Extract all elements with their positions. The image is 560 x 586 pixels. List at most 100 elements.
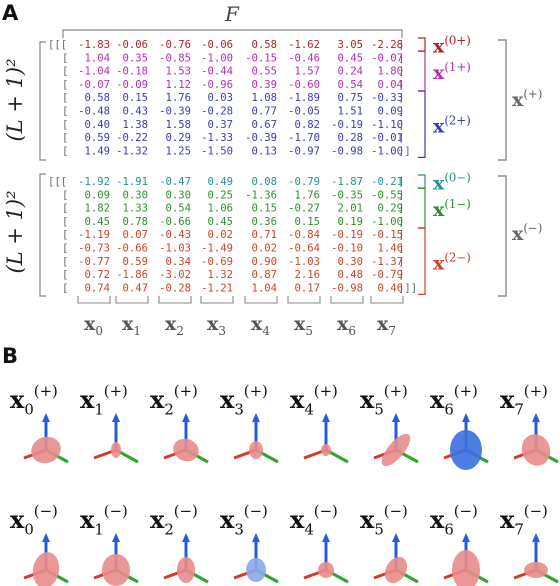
matrix-cell: 1.12 — [165, 79, 191, 91]
matrix-cell: 0.24 — [337, 66, 363, 78]
glyph-label-minus: x7(−) — [500, 502, 548, 539]
row-bracket-right: ] — [398, 256, 404, 268]
matrix-cell: -0.60 — [288, 79, 320, 91]
row-bracket-right: ] — [398, 132, 404, 144]
panel-a-label: A — [2, 1, 19, 25]
group-label: x(2+) — [433, 113, 471, 137]
matrix-top-bracket — [62, 29, 403, 38]
row-bracket-right: ] — [398, 176, 404, 188]
row-bracket-right: ] — [398, 52, 404, 64]
row-bracket-left: [[[ — [48, 176, 67, 188]
matrix-cell: -1.87 — [331, 176, 363, 188]
group-label: x(0+) — [433, 34, 471, 58]
matrix-cell: 1.04 — [251, 282, 277, 294]
glyph-blob-plus — [381, 433, 411, 467]
column-bracket — [287, 296, 321, 304]
matrix-cell: 0.82 — [294, 119, 320, 131]
glyph-label-minus: x0(−) — [10, 502, 58, 539]
matrix-cell: -0.64 — [288, 243, 320, 255]
matrix-cell: -0.39 — [159, 106, 191, 118]
panel-b-shapes — [23, 413, 559, 586]
row-bracket-right: ] — [398, 269, 404, 281]
matrix-cell: 0.87 — [251, 269, 277, 281]
z-axis-arrow — [112, 413, 120, 422]
group-bracket — [418, 187, 426, 229]
svg-text:(L + 1)²: (L + 1)² — [3, 58, 27, 141]
matrix-cell: -0.77 — [78, 256, 110, 268]
matrix-cell: 0.47 — [122, 282, 148, 294]
group-bracket — [418, 37, 426, 52]
feature-matrix: [[[-1.83 -0.06 -0.76 -0.06 0.58 -1.62 3.05 -2.2… — [48, 39, 417, 294]
matrix-cell: -1.00 — [201, 52, 233, 64]
column-bracket — [158, 296, 192, 304]
matrix-cell: 0.15 — [122, 92, 148, 104]
matrix-cell: 0.13 — [251, 145, 277, 157]
column-bracket — [330, 296, 364, 304]
column-bracket — [370, 296, 404, 304]
matrix-cell: -0.21 — [371, 176, 403, 188]
matrix-cell: 1.76 — [294, 189, 320, 201]
matrix-cell: 0.30 — [337, 256, 363, 268]
z-axis-arrow — [532, 413, 540, 422]
group-labels: x(0+)x(1+) x(2+) x(0−)x(1−) x(2−) x(+) x(−) — [418, 34, 542, 297]
glyph-label-plus: x6(+) — [430, 382, 478, 419]
z-axis-arrow — [252, 533, 260, 542]
matrix-cell: -0.84 — [288, 229, 320, 241]
matrix-cell: -0.19 — [331, 119, 363, 131]
matrix-cell: -1.00 — [371, 145, 403, 157]
row-bracket-left: [ — [62, 52, 68, 64]
glyph-label-plus: x0(+) — [10, 382, 58, 419]
matrix-cell: 1.38 — [122, 119, 148, 131]
matrix-cell: 2.16 — [294, 269, 320, 281]
matrix-cell: 0.40 — [84, 119, 110, 131]
matrix-cell: -0.55 — [371, 189, 403, 201]
matrix-cell: -0.07 — [371, 52, 403, 64]
matrix-cell: -0.07 — [78, 79, 110, 91]
matrix-cell: -0.28 — [201, 106, 233, 118]
row-bracket-left: [ — [62, 92, 68, 104]
row-bracket-left: [ — [62, 256, 68, 268]
matrix-cell: -0.33 — [371, 92, 403, 104]
glyph-blob-plus — [450, 430, 482, 470]
matrix-cell: 1.57 — [294, 66, 320, 78]
row-bracket-left: [ — [62, 66, 68, 78]
matrix-cell: 0.59 — [122, 256, 148, 268]
column-bracket — [200, 296, 234, 304]
z-axis-arrow — [42, 533, 50, 542]
matrix-cell: 0.58 — [251, 39, 277, 51]
matrix-cell: -1.86 — [116, 269, 148, 281]
matrix-cell: 0.07 — [122, 229, 148, 241]
z-axis-arrow — [182, 533, 190, 542]
matrix-cell: 0.36 — [251, 216, 277, 228]
matrix-cell: -1.70 — [288, 132, 320, 144]
row-bracket-left: [ — [62, 132, 68, 144]
matrix-cell: 0.30 — [165, 189, 191, 201]
matrix-cell: -0.06 — [116, 39, 148, 51]
rows-bracket-plus — [39, 41, 46, 161]
glyph-label-minus: x6(−) — [430, 502, 478, 539]
matrix-cell: -1.00 — [371, 216, 403, 228]
matrix-cell: 0.02 — [251, 243, 277, 255]
row-bracket-left: [ — [62, 79, 68, 91]
matrix-cell: 0.48 — [337, 269, 363, 281]
glyph-blob-minus — [177, 557, 195, 583]
matrix-cell: -1.03 — [159, 243, 191, 255]
matrix-cell: -1.37 — [371, 256, 403, 268]
z-axis-arrow — [182, 413, 190, 422]
z-axis-arrow — [392, 413, 400, 422]
matrix-cell: 0.46 — [377, 282, 403, 294]
matrix-cell: -0.09 — [116, 79, 148, 91]
glyph-label-plus: x4(+) — [290, 382, 338, 419]
matrix-cell: -0.79 — [371, 269, 403, 281]
matrix-cell: 0.15 — [251, 203, 277, 215]
row-bracket-left: [ — [62, 119, 68, 131]
matrix-cell: -0.46 — [288, 52, 320, 64]
glyph-label-minus: x1(−) — [80, 502, 128, 539]
matrix-cell: 1.76 — [165, 92, 191, 104]
row-bracket-right: ] — [398, 216, 404, 228]
plus-outer-bracket — [498, 39, 507, 161]
column-label: x7 — [377, 313, 396, 338]
matrix-cell: -0.98 — [331, 145, 363, 157]
glyph-label-minus: x5(−) — [360, 502, 408, 539]
